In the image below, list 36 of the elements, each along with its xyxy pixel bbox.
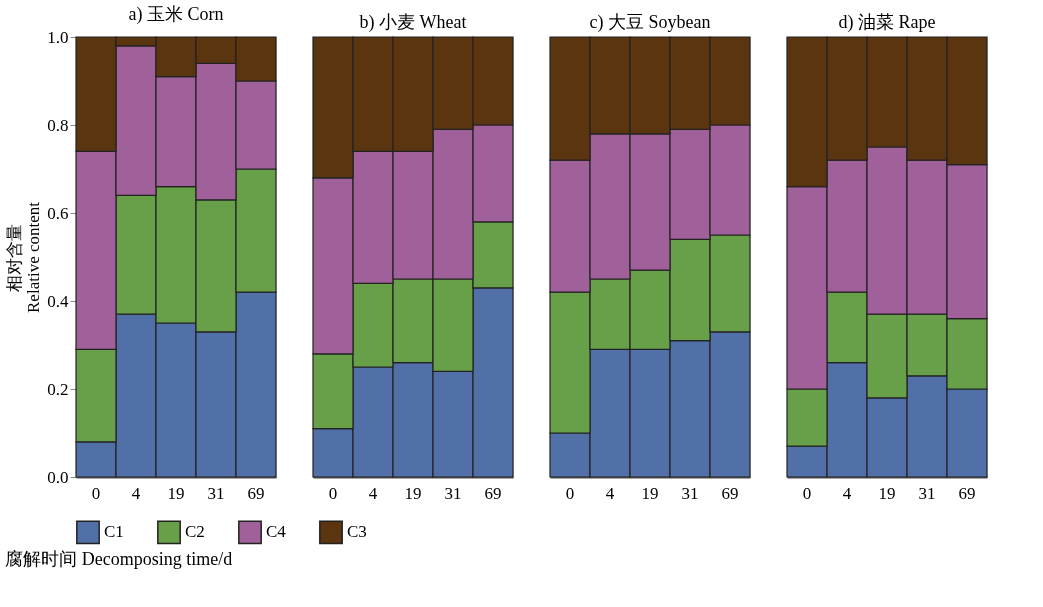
- y-tick-label: 0.4: [47, 291, 69, 311]
- chart-title: d) 油菜 Rape: [838, 12, 936, 34]
- x-tick-label: 19: [404, 483, 422, 503]
- x-tick-label: 31: [444, 483, 462, 503]
- x-tick-label: 4: [368, 483, 378, 503]
- x-axis-title: 腐解时间 Decomposing time/d: [5, 549, 233, 569]
- x-tick-label: 31: [681, 483, 699, 503]
- y-tick-label: 0.0: [47, 467, 69, 487]
- x-tick-label: 69: [721, 483, 739, 503]
- x-tick-label: 0: [328, 483, 338, 503]
- x-tick-label: 0: [91, 483, 101, 503]
- x-tick-label: 19: [878, 483, 896, 503]
- x-tick-label: 4: [131, 483, 141, 503]
- x-tick-label: 69: [958, 483, 976, 503]
- x-tick-label: 69: [484, 483, 502, 503]
- y-tick-label: 0.6: [47, 203, 69, 223]
- y-tick-label: 1.0: [47, 27, 69, 47]
- y-axis-title: 相对含量 Relative content: [5, 201, 44, 313]
- legend-label: C4: [266, 522, 287, 542]
- x-tick-label: 19: [641, 483, 659, 503]
- x-tick-label: 0: [565, 483, 575, 503]
- x-tick-label: 4: [842, 483, 852, 503]
- chart-title: c) 大豆 Soybean: [589, 12, 711, 34]
- y-tick-label: 0.8: [47, 115, 69, 135]
- legend-label: C2: [185, 522, 205, 542]
- x-tick-label: 19: [167, 483, 185, 503]
- x-tick-label: 0: [802, 483, 812, 503]
- x-tick-label: 31: [207, 483, 225, 503]
- chart-title: b) 小麦 Wheat: [359, 12, 467, 34]
- chart-title: a) 玉米 Corn: [128, 4, 224, 25]
- legend-label: C3: [347, 522, 367, 542]
- x-tick-label: 69: [247, 483, 265, 503]
- y-tick-label: 0.2: [47, 379, 69, 399]
- x-tick-label: 31: [918, 483, 936, 503]
- x-tick-label: 4: [605, 483, 615, 503]
- legend-label: C1: [104, 522, 124, 542]
